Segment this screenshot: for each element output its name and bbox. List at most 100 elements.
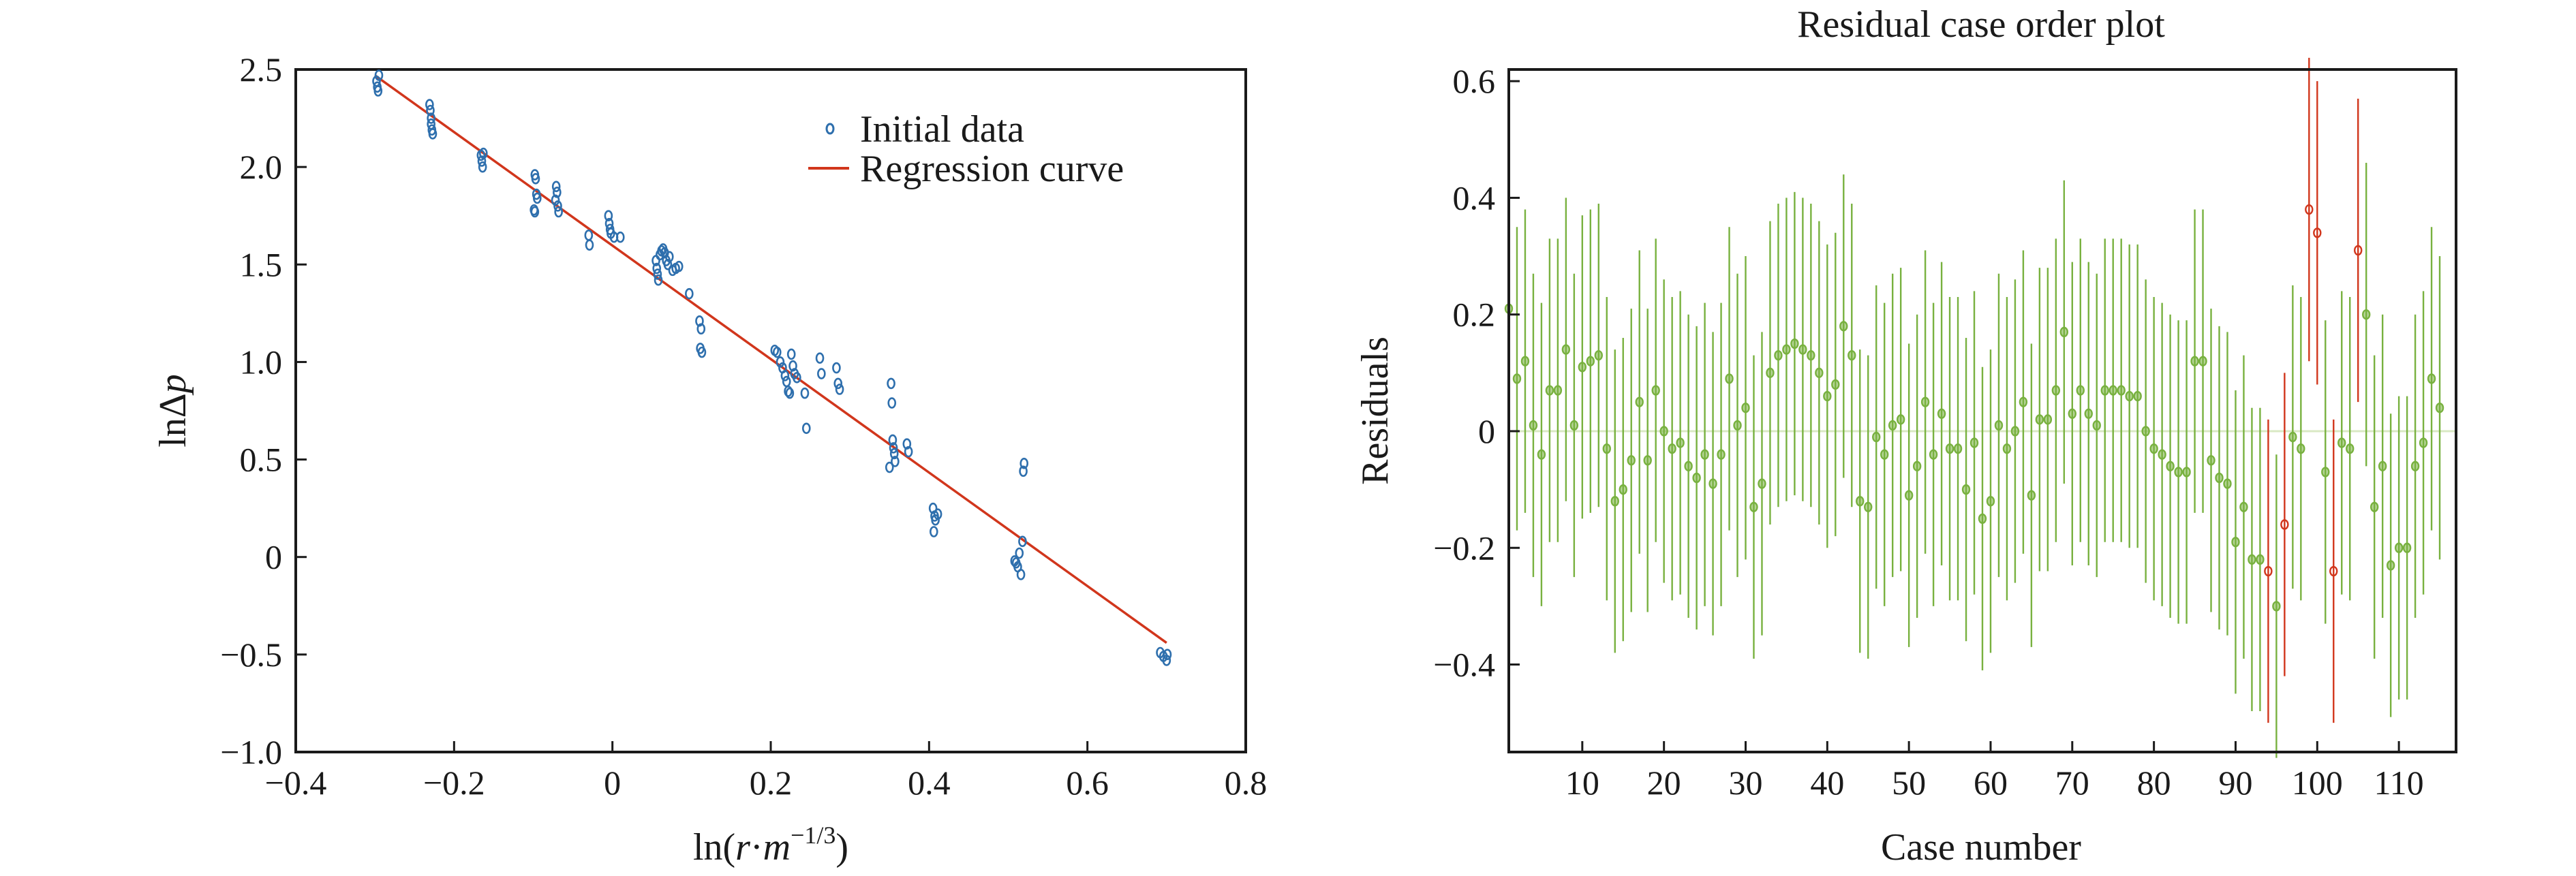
residual-point: [2386, 560, 2395, 571]
residual-point: [2109, 385, 2117, 396]
residual-point: [1864, 501, 1873, 513]
data-point: [887, 377, 895, 390]
residual-point: [2198, 356, 2207, 366]
data-point: [835, 384, 844, 395]
data-point: [554, 206, 563, 218]
residual-point: [1545, 385, 1554, 396]
y-tick-label: 0.5: [240, 441, 283, 479]
x-tick-label: 30: [1729, 764, 1763, 802]
data-point: [1019, 465, 1028, 478]
y-tick-label: 0.2: [1453, 296, 1496, 334]
x-tick-label: −0.4: [265, 764, 327, 802]
residual-point: [2076, 385, 2085, 396]
x-tick-label: 20: [1647, 764, 1681, 802]
data-point: [530, 206, 540, 218]
data-point: [479, 147, 488, 159]
residual-point: [1961, 484, 1971, 495]
data-point: [685, 287, 694, 300]
data-point: [478, 161, 487, 173]
data-point: [782, 375, 791, 388]
data-point: [652, 262, 662, 275]
residual-point: [1684, 460, 1693, 472]
outlier-residual-point: [2329, 565, 2338, 577]
residual-point: [1578, 362, 1587, 373]
x-tick-label: 70: [2055, 764, 2089, 802]
residual-point: [1692, 472, 1701, 484]
y-tick-label: 0.4: [1453, 178, 1496, 217]
x-tick-label: 80: [2137, 764, 2171, 802]
right-plot-frame: [1507, 68, 2457, 753]
residual-point: [2019, 396, 2028, 407]
residual-point: [1880, 449, 1889, 460]
residual-point: [2027, 490, 2036, 501]
data-point: [553, 200, 562, 212]
residual-point: [2207, 455, 2215, 466]
data-point: [1015, 547, 1024, 559]
residual-point: [1643, 455, 1652, 466]
data-point: [697, 346, 707, 358]
residual-point: [1945, 443, 1954, 454]
x-tick-label: 90: [2218, 764, 2252, 802]
residual-point: [1512, 373, 1522, 384]
data-point: [1163, 648, 1172, 661]
data-point: [776, 356, 785, 368]
left-y-axis-label: lnΔp: [152, 374, 194, 448]
y-tick-label: 0: [1478, 412, 1495, 450]
y-tick-label: 0.6: [1453, 62, 1496, 100]
residual-point: [2361, 309, 2371, 320]
residual-point: [2435, 403, 2444, 413]
right-y-axis-label: Residuals: [1354, 337, 1396, 485]
residual-point: [2378, 460, 2387, 472]
data-point: [551, 181, 561, 193]
residual-point: [1766, 367, 1775, 379]
residual-point: [2239, 501, 2248, 513]
residual-point: [1561, 344, 1571, 355]
residual-case-order-chart: Residual case order plot 10 20 30 40 50 60 70 8…: [1354, 3, 2457, 869]
x-tick-label: 60: [1974, 764, 2008, 802]
x-tick-label: 100: [2292, 764, 2343, 802]
residual-point: [1627, 455, 1636, 466]
data-point: [785, 387, 795, 399]
residual-point: [1782, 344, 1791, 355]
residual-point: [2174, 467, 2183, 478]
y-tick-label: 1.0: [240, 343, 283, 381]
right-chart-title: Residual case order plot: [1797, 3, 2165, 46]
data-point: [653, 268, 662, 280]
y-tick-label: 1.5: [240, 245, 283, 283]
y-tick-label: −0.4: [1433, 646, 1495, 684]
residual-point: [2402, 542, 2412, 553]
x-tick-label: 110: [2374, 764, 2424, 802]
residual-point: [1610, 496, 1619, 507]
residual-point: [2182, 467, 2191, 478]
data-point: [815, 352, 825, 364]
x-tick-label: 0.6: [1066, 764, 1109, 802]
residual-point: [2149, 443, 2158, 454]
residual-point: [1798, 344, 1807, 355]
data-point: [551, 194, 560, 206]
residual-point: [2043, 414, 2053, 425]
residual-point: [2223, 478, 2232, 489]
residual-point: [2419, 437, 2428, 448]
residual-point: [1708, 478, 1717, 489]
residual-point: [1790, 338, 1799, 349]
y-tick-label: −0.5: [220, 636, 282, 674]
data-point: [931, 514, 940, 526]
right-x-axis-label: Case number: [1881, 826, 2081, 869]
residual-point: [2370, 501, 2379, 513]
outlier-residual-point: [2280, 519, 2289, 530]
residual-point: [2346, 443, 2355, 454]
data-point: [784, 386, 793, 397]
residual-point: [1831, 379, 1840, 390]
data-point: [885, 461, 894, 473]
residual-point: [1839, 321, 1848, 332]
data-point: [817, 368, 826, 379]
data-point: [889, 442, 898, 454]
x-tick-label: 0.2: [750, 764, 793, 802]
legend-marker-initial-data: [825, 123, 835, 135]
residual-point: [1659, 426, 1668, 437]
residual-point: [2133, 390, 2142, 402]
data-point: [373, 85, 383, 97]
residual-point: [1520, 356, 1530, 366]
data-point: [696, 323, 706, 335]
residual-point: [2215, 472, 2224, 484]
